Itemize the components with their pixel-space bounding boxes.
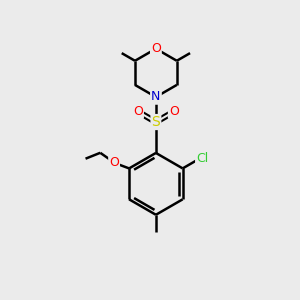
Text: O: O <box>169 105 179 118</box>
Text: O: O <box>109 156 119 169</box>
Text: Cl: Cl <box>196 152 208 165</box>
Text: O: O <box>133 105 143 118</box>
Text: N: N <box>151 91 160 103</box>
Text: N: N <box>151 91 160 103</box>
Text: O: O <box>151 42 161 55</box>
Text: S: S <box>152 115 160 129</box>
